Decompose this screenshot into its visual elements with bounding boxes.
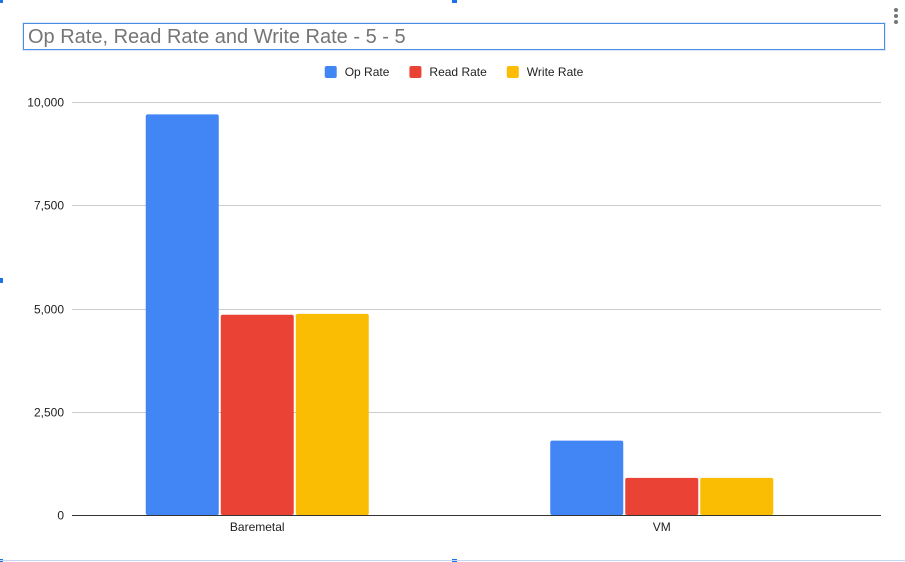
legend-item[interactable]: Op Rate [324, 65, 390, 79]
y-axis: 0 2,500 5,000 7,500 10,000 [27, 96, 64, 523]
legend-swatch [506, 66, 519, 78]
resize-handle-top-left[interactable] [0, 0, 3, 3]
bar-read-rate-vm[interactable] [625, 477, 699, 515]
y-tick-label: 10,000 [27, 96, 64, 110]
legend-label: Op Rate [345, 65, 390, 79]
y-tick-label: 5,000 [34, 303, 64, 317]
chart-title[interactable]: Op Rate, Read Rate and Write Rate - 5 - … [28, 26, 406, 48]
bar-group [145, 114, 774, 515]
legend-item[interactable]: Write Rate [506, 65, 584, 79]
selection-frame-bottom [0, 560, 905, 561]
y-tick-label: 0 [57, 509, 64, 523]
legend[interactable]: Op Rate Read Rate Write Rate [324, 65, 584, 79]
y-tick-label: 7,500 [34, 199, 64, 213]
legend-swatch [409, 66, 422, 78]
x-axis: Baremetal VM [72, 515, 881, 534]
more-vert-icon[interactable] [889, 6, 903, 26]
bar-op-rate-baremetal[interactable] [145, 114, 219, 515]
y-tick-label: 2,500 [34, 406, 64, 420]
x-tick-label: Baremetal [230, 520, 285, 534]
menu-dot [894, 8, 898, 12]
legend-label: Write Rate [527, 65, 584, 79]
legend-item[interactable]: Read Rate [409, 65, 487, 79]
legend-swatch [324, 66, 337, 78]
legend-label: Read Rate [429, 65, 487, 79]
bar-write-rate-baremetal[interactable] [295, 313, 369, 515]
menu-dot [894, 20, 898, 24]
bar-write-rate-vm[interactable] [700, 477, 774, 515]
x-tick-label: VM [653, 520, 671, 534]
chart-title-field[interactable]: Op Rate, Read Rate and Write Rate - 5 - … [23, 23, 885, 50]
bar-read-rate-baremetal[interactable] [220, 314, 294, 515]
bar-op-rate-vm[interactable] [550, 440, 624, 515]
menu-dot [894, 14, 898, 18]
resize-handle-left[interactable] [0, 278, 3, 283]
resize-handle-top[interactable] [452, 0, 457, 3]
